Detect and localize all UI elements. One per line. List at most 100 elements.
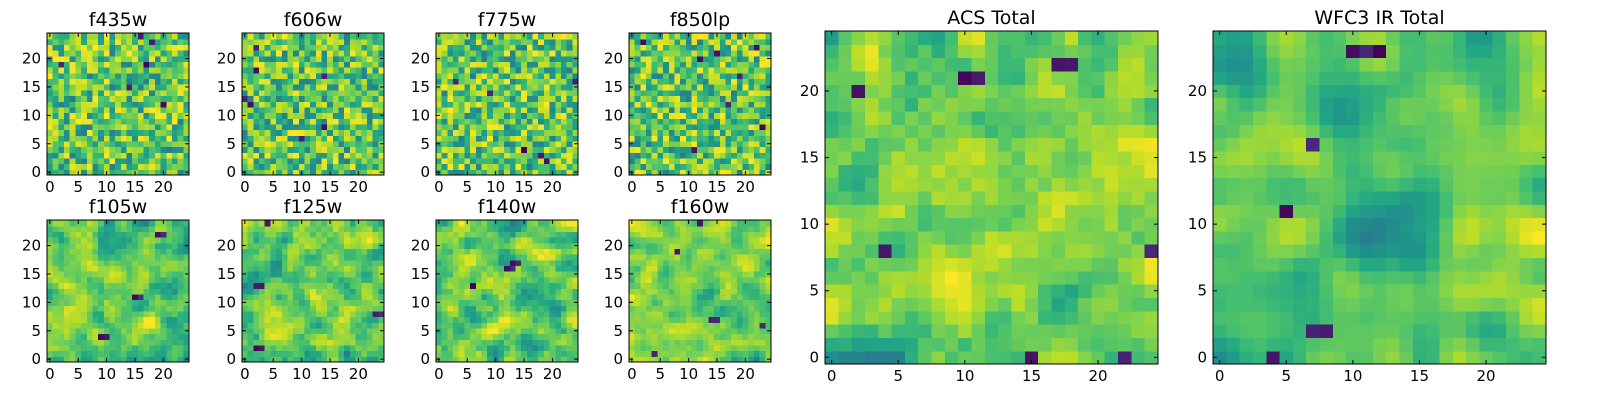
- heatmap-cell: [69, 140, 76, 148]
- heatmap-cell: [753, 169, 761, 176]
- heatmap-cell: [719, 152, 727, 159]
- heatmap-cell: [555, 50, 562, 57]
- heatmap-cell: [366, 327, 374, 335]
- heatmap-cell: [298, 152, 306, 159]
- heatmap-cell: [680, 44, 687, 51]
- heatmap-cell: [304, 271, 311, 278]
- heatmap-cell: [154, 55, 162, 62]
- heatmap-cell: [315, 327, 323, 335]
- heatmap-cell: [64, 152, 71, 159]
- heatmap-cell: [725, 50, 732, 57]
- heatmap-cell: [126, 118, 133, 125]
- heatmap-cell: [487, 344, 494, 352]
- heatmap-cell: [640, 123, 647, 131]
- heatmap-cell: [149, 254, 156, 261]
- heatmap-cell: [338, 265, 345, 272]
- heatmap-cell: [714, 95, 721, 102]
- heatmap-cell: [137, 67, 145, 74]
- heatmap-cell: [270, 67, 277, 74]
- heatmap-cell: [742, 333, 749, 340]
- heatmap-cell: [310, 242, 317, 249]
- heatmap-cell: [103, 78, 111, 85]
- heatmap-cell: [149, 95, 156, 102]
- heatmap-cell: [458, 293, 465, 301]
- heatmap-cell: [685, 350, 693, 357]
- heatmap-cell: [264, 123, 271, 131]
- heatmap-cell: [177, 259, 184, 267]
- heatmap-cell: [293, 78, 300, 85]
- heatmap-cell: [372, 225, 379, 232]
- heatmap-cell: [504, 276, 511, 284]
- heatmap-cell: [177, 327, 184, 335]
- heatmap-cell: [436, 95, 443, 102]
- heatmap-cell: [436, 123, 443, 131]
- heatmap-cell: [177, 50, 184, 57]
- heatmap-cell: [441, 38, 448, 45]
- heatmap-cell: [304, 55, 311, 62]
- heatmap-cell: [349, 157, 357, 165]
- heatmap-cell: [166, 50, 173, 57]
- heatmap-cell: [149, 55, 156, 62]
- heatmap-cell: [264, 322, 271, 329]
- heatmap-cell: [137, 140, 145, 148]
- heatmap-cell: [264, 271, 271, 278]
- heatmap-cell: [680, 152, 687, 159]
- heatmap-cell: [566, 339, 573, 346]
- heatmap-cell: [242, 344, 249, 352]
- heatmap-cell: [120, 157, 128, 165]
- heatmap-cell: [378, 322, 385, 329]
- heatmap-cell: [475, 231, 483, 238]
- heatmap-cell: [86, 356, 94, 363]
- heatmap-cell: [646, 89, 653, 97]
- heatmap-cell: [759, 276, 766, 284]
- heatmap-cell: [470, 89, 477, 97]
- heatmap-cell: [120, 271, 128, 278]
- heatmap-cell: [81, 220, 88, 227]
- heatmap-cell: [481, 231, 488, 238]
- heatmap-cell: [714, 61, 721, 68]
- heatmap-cell: [714, 339, 721, 346]
- heatmap-cell: [691, 106, 698, 114]
- y-tick-label: 10: [604, 106, 623, 124]
- heatmap-cell: [560, 89, 568, 97]
- heatmap-cell: [293, 152, 300, 159]
- heatmap-cell: [126, 299, 133, 306]
- heatmap-cell: [86, 276, 94, 284]
- heatmap-cell: [310, 327, 317, 335]
- heatmap-cell: [504, 95, 511, 102]
- heatmap-cell: [759, 310, 766, 318]
- heatmap-cell: [543, 265, 551, 272]
- heatmap-cell: [748, 135, 755, 142]
- heatmap-cell: [458, 157, 465, 165]
- heatmap-cell: [321, 50, 328, 57]
- heatmap-cell: [504, 242, 511, 249]
- heatmap-cell: [492, 322, 500, 329]
- heatmap-cell: [355, 271, 362, 278]
- heatmap-cell: [736, 72, 744, 80]
- heatmap-cell: [640, 276, 647, 284]
- heatmap-cell: [321, 123, 328, 131]
- heatmap-cell: [475, 356, 483, 363]
- heatmap-cell: [378, 101, 385, 108]
- heatmap-cell: [634, 33, 641, 40]
- heatmap-cell: [149, 118, 156, 125]
- heatmap-cell: [177, 339, 184, 346]
- heatmap-cell: [736, 169, 744, 176]
- heatmap-cell: [708, 118, 715, 125]
- heatmap-cell: [366, 310, 374, 318]
- heatmap-cell: [355, 84, 362, 91]
- heatmap-cell: [171, 276, 179, 284]
- heatmap-cell: [327, 135, 334, 142]
- heatmap-cell: [115, 78, 122, 85]
- heatmap-cell: [327, 271, 334, 278]
- heatmap-cell: [538, 163, 545, 170]
- heatmap-cell: [355, 288, 362, 295]
- heatmap-cell: [86, 237, 94, 244]
- heatmap-cell: [349, 322, 357, 329]
- heatmap-cell: [691, 140, 698, 148]
- heatmap-cell: [725, 350, 732, 357]
- heatmap-cell: [543, 327, 551, 335]
- heatmap-cell: [453, 101, 460, 108]
- heatmap-cell: [458, 95, 465, 102]
- heatmap-cell: [109, 89, 116, 97]
